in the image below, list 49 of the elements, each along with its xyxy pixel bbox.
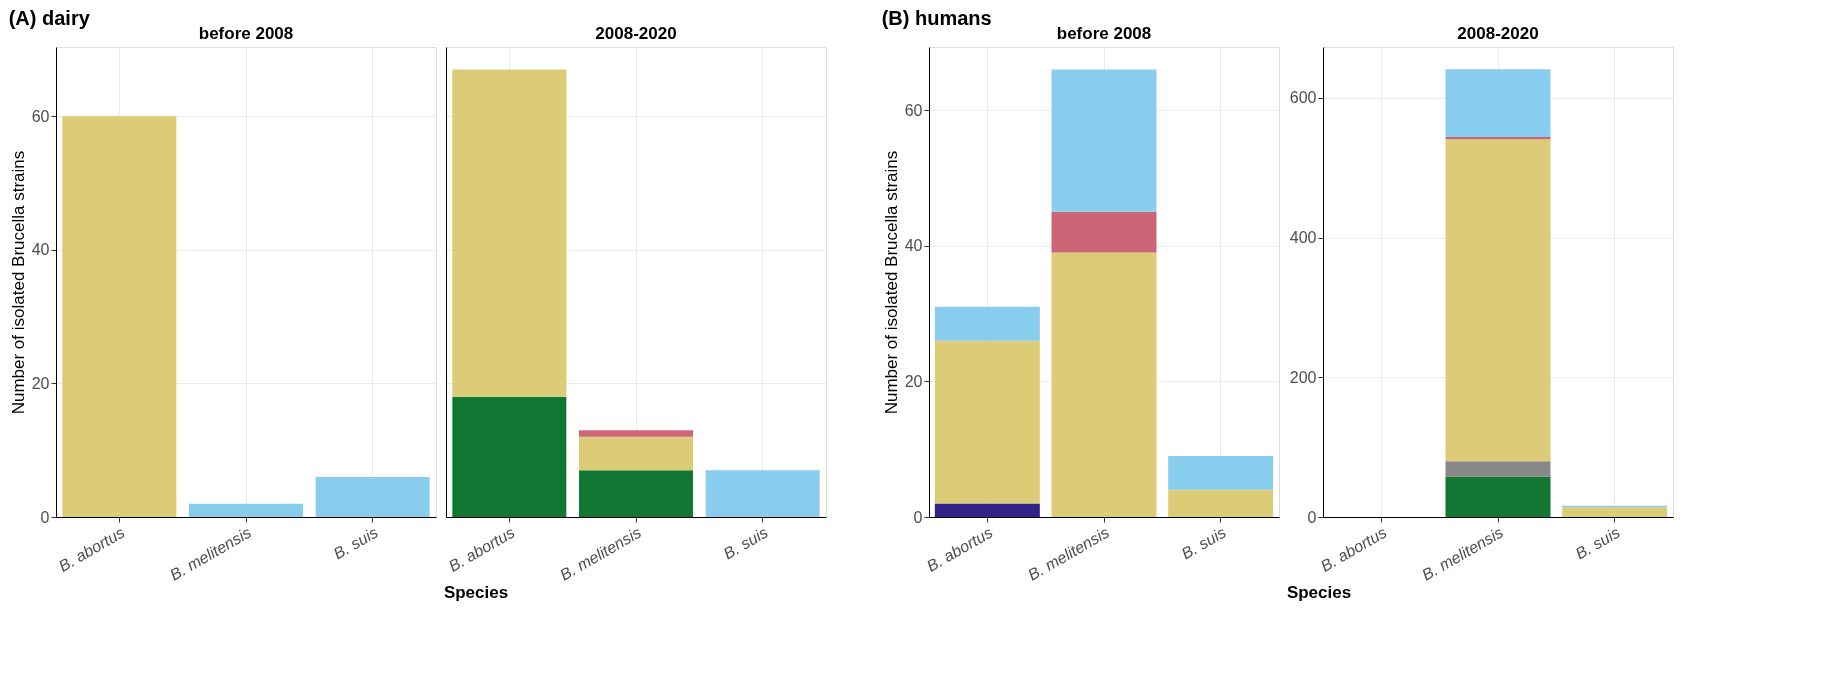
bar [1445, 69, 1551, 138]
bar [1562, 507, 1668, 517]
bar [579, 430, 693, 437]
chart-title: (A) dairy [8, 6, 91, 29]
bar [62, 116, 177, 517]
y-tick-label: 600 [1289, 89, 1317, 107]
bar [1051, 69, 1157, 212]
chart-subtitle: before 2008 [1056, 24, 1152, 43]
y-tick-label: 60 [904, 101, 923, 119]
bar [1445, 461, 1551, 477]
y-tick-label: 400 [1289, 229, 1317, 247]
bar [1445, 476, 1551, 517]
bar [934, 306, 1040, 341]
y-tick-label: 40 [904, 237, 923, 255]
bar [452, 396, 567, 517]
y-axis-title: Number of isolated Brucella strains [8, 150, 28, 415]
bar [1445, 137, 1551, 140]
chart-subtitle: 2008-2020 [595, 24, 677, 43]
bar [1168, 489, 1274, 517]
y-tick-label: 0 [1307, 508, 1317, 526]
chart-subtitle: 2008-2020 [1457, 24, 1539, 43]
x-tick-label: B. suis [330, 523, 381, 563]
bar [452, 69, 567, 397]
x-axis-title: Species [1286, 583, 1352, 602]
y-tick-label: 200 [1289, 368, 1317, 386]
bar [934, 340, 1040, 504]
bar [1051, 252, 1157, 517]
y-tick-label: 40 [31, 241, 50, 259]
x-tick-label: B. suis [720, 523, 771, 563]
bar [579, 470, 693, 517]
bar [705, 470, 820, 517]
bar [1168, 455, 1274, 490]
x-axis-title: Species [443, 583, 509, 602]
y-tick-label: 20 [904, 372, 923, 390]
y-tick-label: 0 [40, 508, 50, 526]
bar [934, 503, 1040, 517]
chart-title: (B) humans [881, 6, 992, 29]
bar [1051, 211, 1157, 253]
bar [315, 476, 430, 517]
bar [1445, 139, 1551, 462]
chart-subtitle: before 2008 [198, 24, 294, 43]
bar [579, 436, 693, 471]
bar [189, 503, 303, 517]
y-tick-label: 20 [31, 374, 50, 392]
x-tick-label: B. suis [1572, 523, 1623, 563]
y-tick-label: 0 [913, 508, 923, 526]
y-tick-label: 60 [31, 107, 50, 125]
x-tick-label: B. suis [1178, 523, 1229, 563]
y-axis-title: Number of isolated Brucella strains [881, 150, 901, 415]
